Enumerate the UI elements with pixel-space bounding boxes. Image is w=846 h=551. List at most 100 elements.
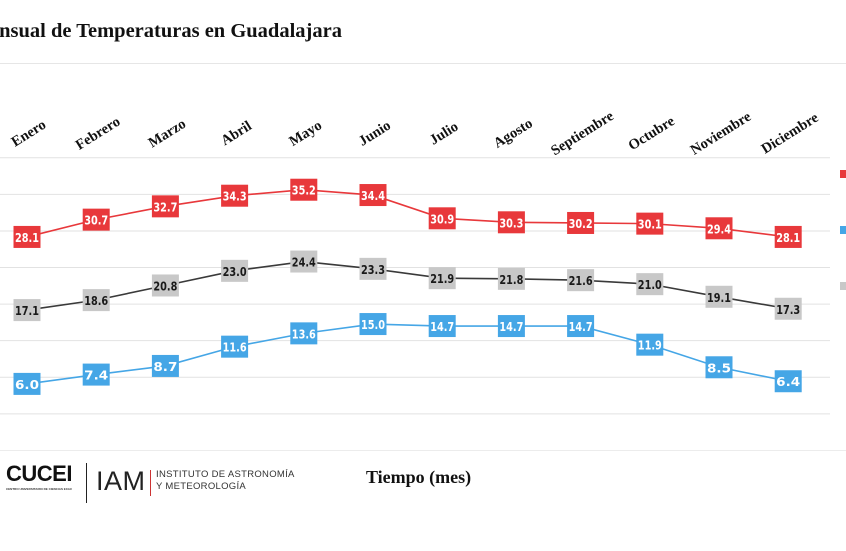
- data-point-marker: [567, 211, 595, 234]
- legend-swatch-average: [840, 282, 846, 290]
- data-point-marker: [774, 370, 802, 393]
- data-point-label: 21.9: [428, 267, 456, 290]
- data-point-label: 20.8: [151, 274, 179, 297]
- x-tick-label-diciembre: Diciembre: [759, 110, 822, 158]
- data-point-label: 21.6: [567, 269, 595, 292]
- data-point-label: 21.0: [636, 273, 664, 296]
- data-point-marker: [774, 225, 802, 248]
- x-tick-label-agosto: Agosto: [491, 116, 536, 152]
- data-point-value: 30.2: [569, 216, 593, 231]
- data-point-marker: [636, 212, 664, 235]
- data-point-marker: [567, 269, 595, 292]
- data-point-marker: [151, 274, 179, 297]
- temperature-line-chart: Enero Febrero Marzo Abril Mayo Junio Julio Agos…: [0, 108, 830, 415]
- data-point-marker: [774, 297, 802, 320]
- data-point-value: 29.4: [707, 221, 731, 236]
- data-point-marker: [13, 372, 41, 395]
- data-point-marker: [705, 217, 733, 240]
- data-point-value: 6.0: [15, 377, 39, 392]
- x-tick-label-mayo: Mayo: [286, 117, 325, 149]
- data-point-label: 30.7: [82, 208, 110, 231]
- data-point-value: 20.8: [153, 278, 177, 293]
- data-point-marker: [359, 184, 387, 207]
- data-point-label: 29.4: [705, 217, 733, 240]
- data-point-marker: [428, 267, 456, 290]
- data-point-value: 23.3: [361, 262, 385, 277]
- data-point-marker: [497, 267, 525, 290]
- data-point-label: 8.7: [151, 354, 179, 377]
- data-point-label: 23.3: [359, 257, 387, 280]
- data-point-value: 28.1: [776, 230, 800, 245]
- data-point-value: 19.1: [707, 290, 731, 305]
- data-point-label: 11.6: [221, 335, 249, 358]
- data-point-marker: [290, 322, 318, 345]
- data-point-label: 13.6: [290, 322, 318, 345]
- data-point-marker: [221, 184, 249, 207]
- iam-accent-bar: [150, 470, 151, 496]
- data-point-value: 11.9: [638, 338, 662, 353]
- x-tick-label-julio: Julio: [427, 119, 461, 149]
- data-point-marker: [221, 335, 249, 358]
- data-point-marker: [705, 356, 733, 379]
- data-point-label: 18.6: [82, 289, 110, 312]
- data-point-marker: [359, 313, 387, 336]
- data-point-value: 14.7: [499, 319, 523, 334]
- data-point-value: 34.4: [361, 188, 385, 203]
- data-point-label: 15.0: [359, 313, 387, 336]
- series-line-0: [26, 188, 789, 238]
- data-point-label: 30.2: [567, 211, 595, 234]
- series-lines: [26, 188, 789, 385]
- x-tick-label-febrero: Febrero: [73, 114, 123, 154]
- x-axis-ticks: Enero Febrero Marzo Abril Mayo Junio Julio Agos…: [9, 108, 822, 159]
- x-tick-label-octubre: Octubre: [626, 113, 678, 154]
- data-point-label: 6.4: [774, 370, 802, 393]
- data-point-value: 8.7: [153, 359, 177, 374]
- data-point-label: 30.3: [497, 211, 525, 234]
- data-point-marker: [151, 195, 179, 218]
- data-point-label: 28.1: [774, 225, 802, 248]
- data-point-marker: [636, 333, 664, 356]
- data-point-label: 28.1: [13, 225, 41, 248]
- series-line-1: [26, 260, 789, 311]
- data-point-value: 30.7: [84, 213, 108, 228]
- data-point-marker: [82, 208, 110, 231]
- data-point-marker: [497, 315, 525, 338]
- data-point-value: 13.6: [292, 326, 316, 341]
- cucei-subtitle: CENTRO UNIVERSITARIO DE CIENCIAS EXACTAS…: [6, 488, 72, 491]
- data-point-marker: [82, 363, 110, 386]
- series-line-2: [26, 323, 789, 385]
- data-point-value: 32.7: [153, 199, 177, 214]
- data-point-marker: [428, 207, 456, 230]
- data-point-value: 30.9: [430, 211, 454, 226]
- x-tick-label-enero: Enero: [9, 117, 49, 150]
- data-point-value: 21.6: [569, 273, 593, 288]
- data-point-marker: [290, 250, 318, 273]
- data-point-value: 7.4: [84, 368, 108, 383]
- data-point-label: 34.3: [221, 184, 249, 207]
- legend-swatch-maximum: [840, 170, 846, 178]
- data-point-label: 8.5: [705, 356, 733, 379]
- data-point-marker: [290, 178, 318, 201]
- x-tick-label-septiembre: Septiembre: [548, 108, 617, 159]
- data-labels: 28.1 30.7 32.7 34.3 35.2 34.4 30.9 30.3 30.2 30.1…: [13, 178, 802, 395]
- cucei-logo: CUCEI CENTRO UNIVERSITARIO DE CIENCIAS E…: [6, 463, 78, 492]
- data-point-label: 14.7: [428, 315, 456, 338]
- x-axis-title: Tiempo (mes): [366, 467, 472, 487]
- data-point-value: 21.9: [430, 271, 454, 286]
- data-point-marker: [221, 259, 249, 282]
- data-point-marker: [636, 273, 664, 296]
- data-point-marker: [13, 299, 41, 322]
- data-point-value: 17.1: [15, 303, 39, 318]
- data-point-value: 14.7: [569, 319, 593, 334]
- iam-institute-name: INSTITUTO DE ASTRONOMÍA Y METEOROLOGÍA: [156, 469, 295, 493]
- data-point-value: 24.4: [292, 255, 316, 270]
- data-point-value: 28.1: [15, 230, 39, 245]
- data-point-value: 21.0: [638, 277, 662, 292]
- data-point-value: 34.3: [223, 189, 247, 204]
- x-tick-label-noviembre: Noviembre: [688, 108, 755, 158]
- legend-swatch-minimum: [840, 226, 846, 234]
- data-point-value: 30.3: [499, 215, 523, 230]
- iam-name-line-1: INSTITUTO DE ASTRONOMÍA: [156, 469, 295, 480]
- data-point-label: 35.2: [290, 178, 318, 201]
- data-point-label: 17.1: [13, 299, 41, 322]
